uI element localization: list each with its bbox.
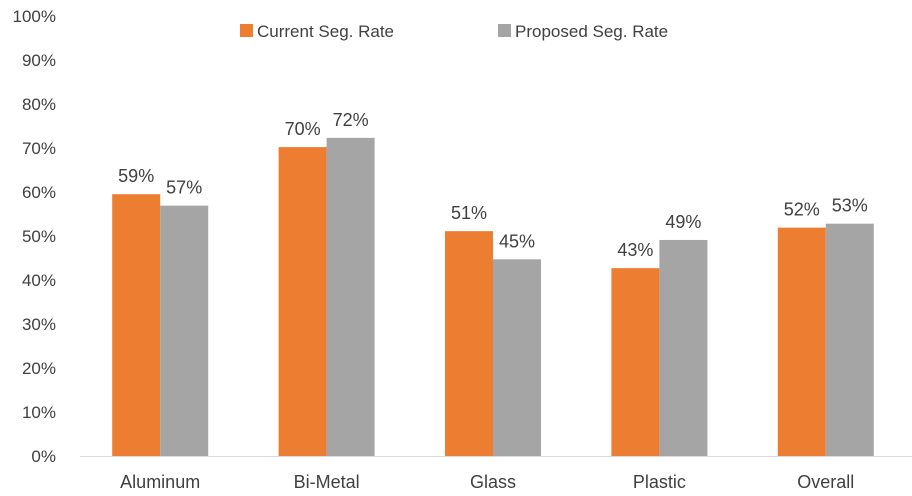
- x-axis: Aluminum Bi-Metal Glass Plastic Overall: [120, 472, 854, 492]
- y-axis: 0% 10% 20% 30% 40% 50% 60% 70% 80% 90% 100%: [13, 7, 56, 466]
- data-label: 59%: [118, 166, 154, 186]
- category-label: Overall: [797, 472, 854, 492]
- data-label: 43%: [617, 240, 653, 260]
- legend: Current Seg. Rate Proposed Seg. Rate: [240, 22, 668, 41]
- category-label: Plastic: [633, 472, 686, 492]
- category-label: Bi-Metal: [294, 472, 360, 492]
- data-label: 53%: [832, 196, 868, 216]
- y-tick-label: 20%: [22, 359, 56, 378]
- y-tick-label: 40%: [22, 271, 56, 290]
- data-label: 72%: [333, 110, 369, 130]
- bar: [445, 231, 493, 456]
- y-tick-label: 30%: [22, 315, 56, 334]
- data-label: 52%: [784, 200, 820, 220]
- data-label: 45%: [499, 231, 535, 251]
- data-label: 70%: [285, 119, 321, 139]
- bar: [112, 194, 161, 456]
- bar: [611, 268, 660, 456]
- legend-label-proposed: Proposed Seg. Rate: [515, 22, 668, 41]
- bars: [112, 137, 874, 456]
- legend-swatch-proposed: [498, 24, 511, 37]
- legend-label-current: Current Seg. Rate: [257, 22, 394, 41]
- y-tick-label: 10%: [22, 403, 56, 422]
- bar: [160, 205, 209, 456]
- data-label: 51%: [451, 203, 487, 223]
- category-label: Aluminum: [120, 472, 200, 492]
- y-tick-label: 80%: [22, 95, 56, 114]
- bar: [278, 147, 327, 456]
- category-label: Glass: [470, 472, 516, 492]
- bar: [493, 259, 541, 456]
- legend-swatch-current: [240, 24, 253, 37]
- y-tick-label: 70%: [22, 139, 56, 158]
- data-label: 57%: [166, 178, 202, 198]
- bar: [659, 239, 708, 456]
- data-label: 49%: [665, 212, 701, 232]
- y-tick-label: 60%: [22, 183, 56, 202]
- bar: [326, 137, 375, 456]
- bar: [777, 227, 826, 456]
- y-tick-label: 50%: [22, 227, 56, 246]
- data-labels: 59% 57% 70% 72% 51% 45% 43% 49% 52% 53%: [118, 110, 868, 260]
- y-tick-label: 90%: [22, 51, 56, 70]
- y-tick-label: 0%: [31, 447, 56, 466]
- bar: [825, 223, 874, 456]
- y-tick-label: 100%: [13, 7, 56, 26]
